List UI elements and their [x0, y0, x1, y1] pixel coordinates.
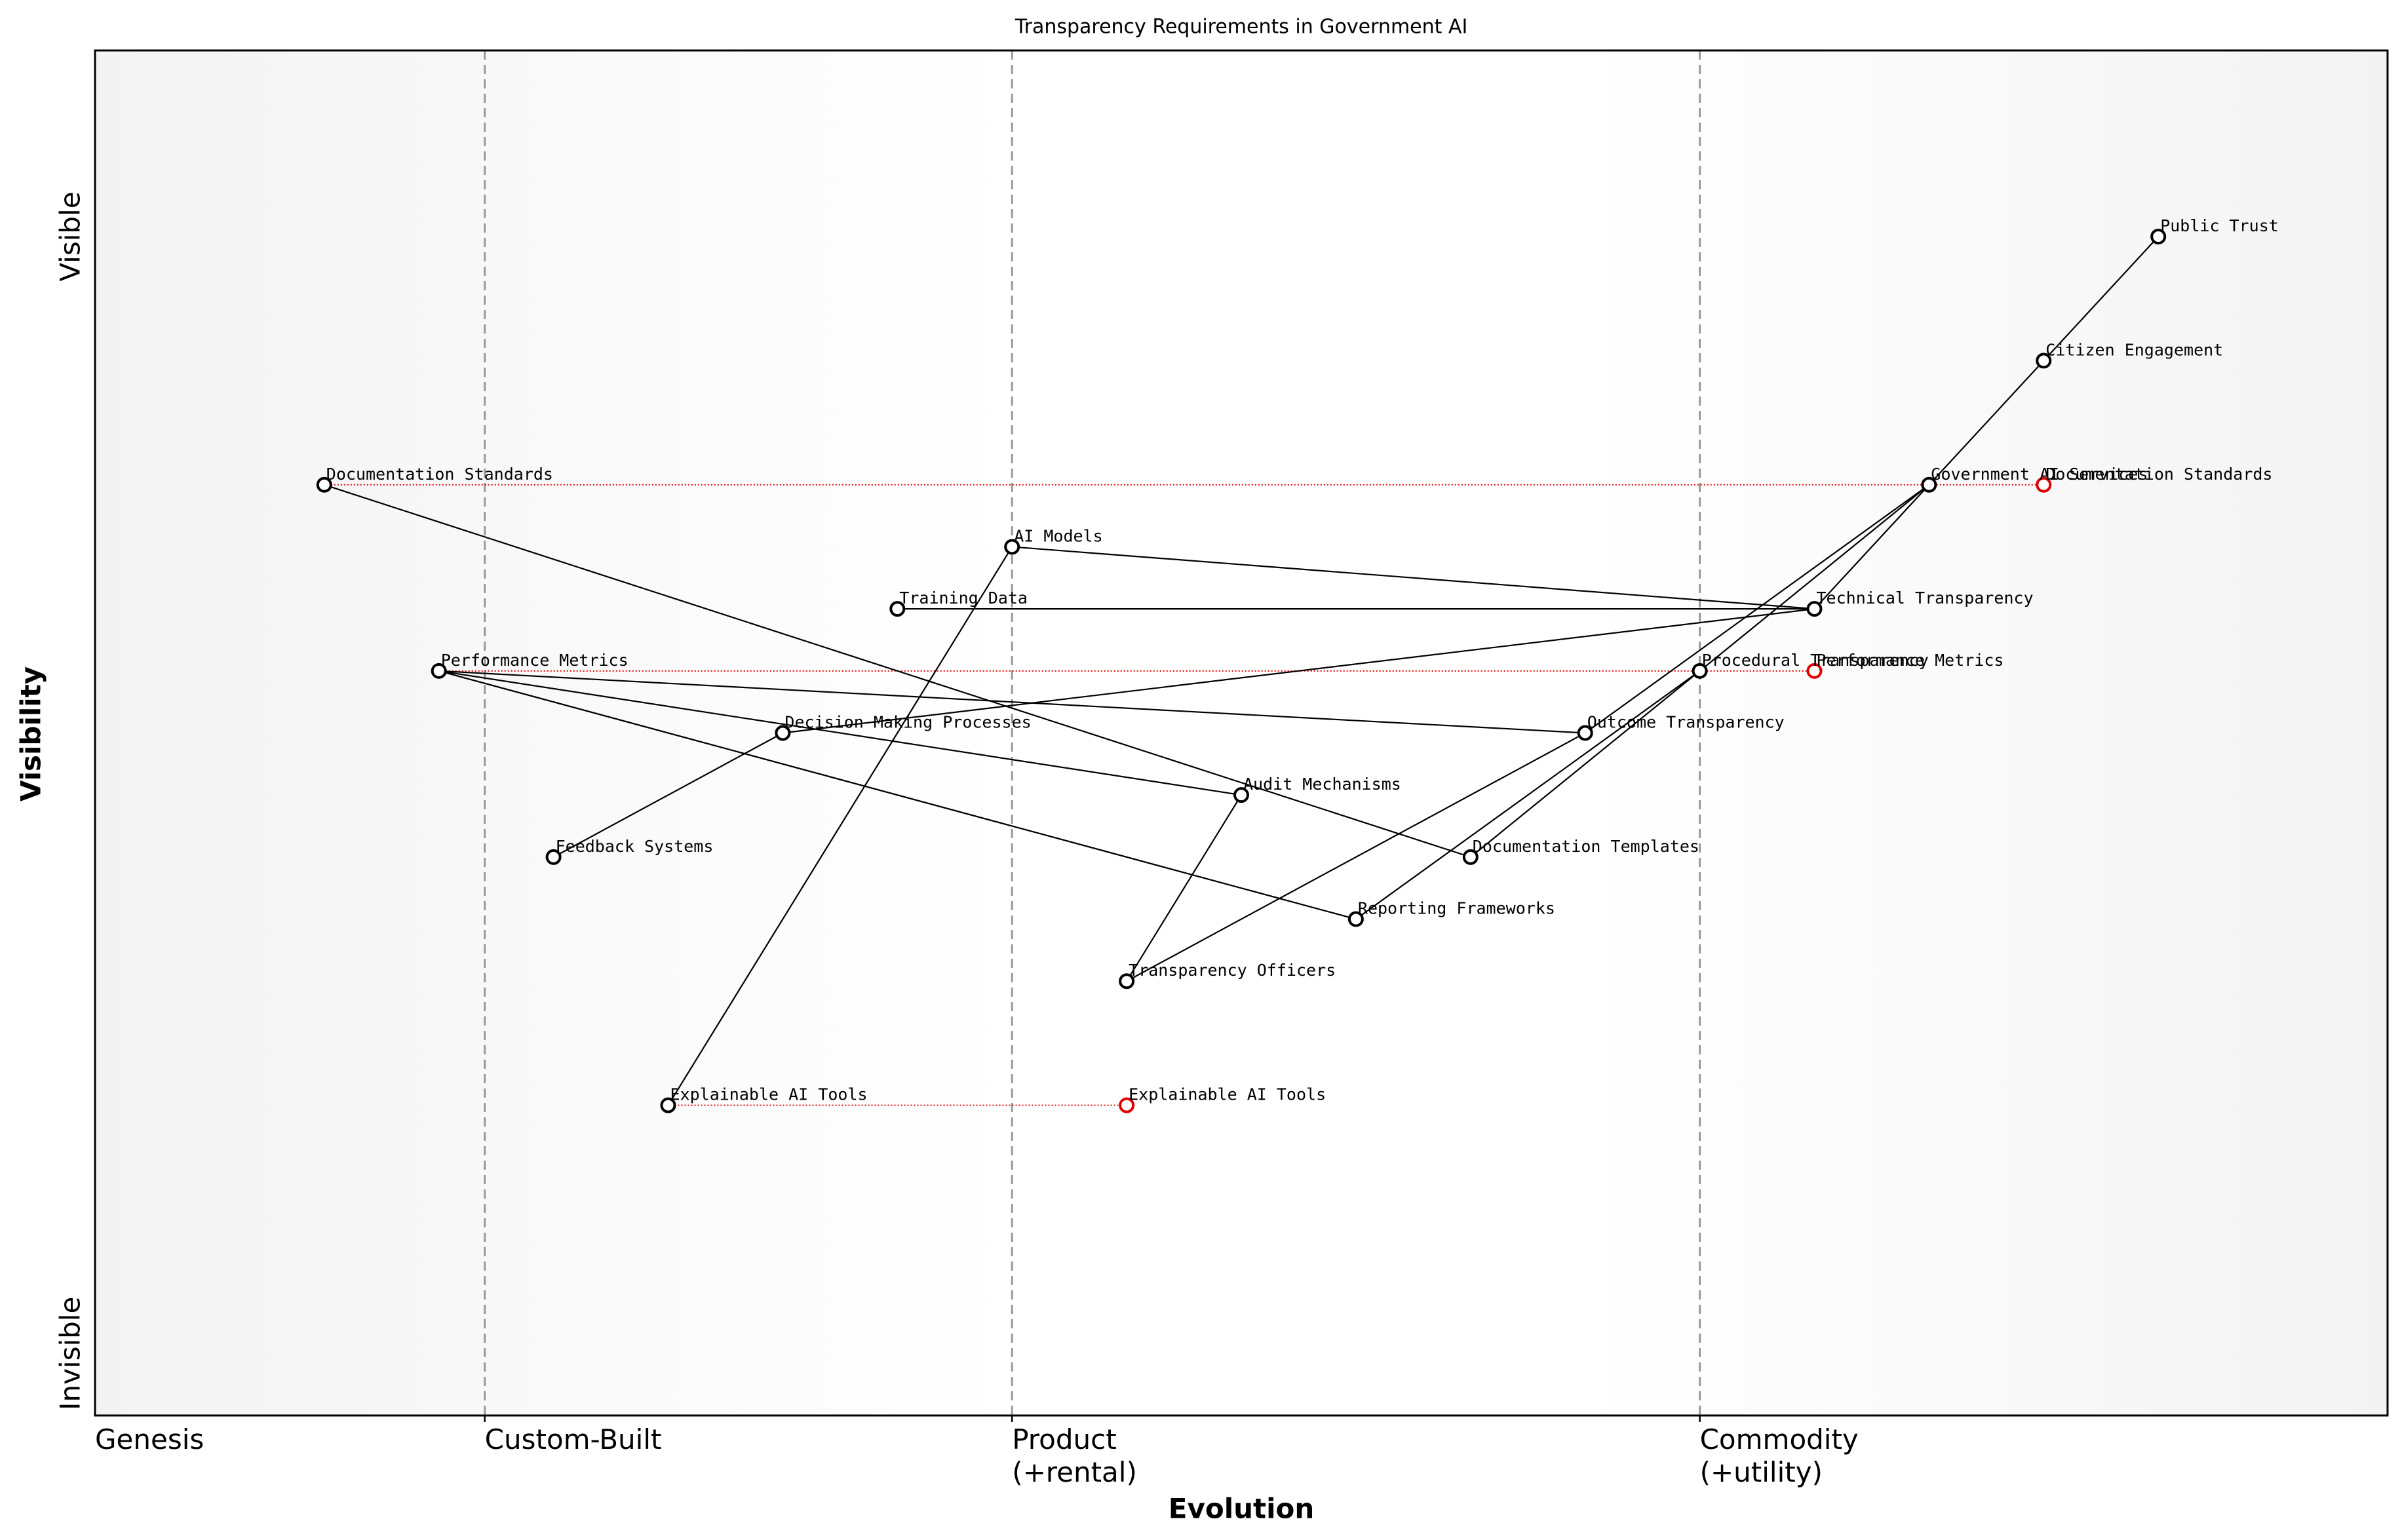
plot-frame	[94, 49, 2389, 1417]
evolved-node-label: Documentation Standards	[2045, 465, 2272, 484]
dependency-link	[1813, 484, 1930, 609]
component-node	[1692, 663, 1708, 679]
dependency-link	[667, 546, 1013, 1106]
evolved-node	[2036, 476, 2052, 493]
component-label: Documentation Standards	[326, 465, 553, 484]
component-label: Training Data	[899, 588, 1028, 607]
component-label: Documentation Templates	[1473, 837, 1699, 856]
evolved-node	[1806, 663, 1823, 679]
dependency-link	[438, 670, 1357, 920]
dependency-link	[1470, 670, 1701, 858]
dependency-link	[553, 732, 783, 858]
x-tick-label: Commodity (+utility)	[1699, 1423, 1859, 1488]
component-node	[660, 1097, 676, 1113]
component-node	[889, 601, 906, 617]
chart-title: Transparency Requirements in Government …	[1015, 16, 1468, 39]
component-label: AI Models	[1014, 526, 1102, 545]
component-label: Procedural Transparency	[1702, 651, 1929, 670]
component-node	[1577, 725, 1593, 741]
component-node	[545, 849, 562, 865]
component-node	[1004, 539, 1020, 555]
component-node	[1233, 787, 1249, 803]
component-label: Transparency Officers	[1129, 961, 1336, 980]
evolved-node-label: Explainable AI Tools	[1129, 1085, 1326, 1104]
component-label: Feedback Systems	[556, 837, 714, 856]
x-tick-label: Product (+rental)	[1012, 1423, 1137, 1488]
component-label: Outcome Transparency	[1587, 713, 1785, 732]
component-label: Citizen Engagement	[2045, 340, 2223, 359]
dependency-link	[1012, 546, 1815, 610]
component-label: Public Trust	[2160, 216, 2279, 235]
x-tick-label: Genesis	[95, 1423, 204, 1455]
evolved-node-label: Performance Metrics	[1817, 651, 2004, 670]
component-node	[431, 663, 447, 679]
y-tick-label: Visible	[54, 191, 87, 281]
component-label: Government AI Services	[1931, 465, 2148, 484]
dependency-link	[1699, 484, 1930, 672]
dependency-link	[2043, 236, 2159, 362]
x-axis-label: Evolution	[1169, 1493, 1314, 1525]
dependency-link	[324, 484, 1471, 858]
component-node	[1119, 973, 1135, 990]
y-tick-label: Invisible	[54, 1297, 87, 1410]
evolved-node	[1119, 1097, 1135, 1113]
component-node	[2150, 229, 2167, 245]
dependency-link	[1928, 360, 2045, 486]
dependency-link	[1126, 732, 1586, 982]
dependency-link	[438, 670, 1585, 734]
component-node	[1347, 911, 1364, 927]
component-node	[1462, 849, 1479, 865]
plot-background	[95, 50, 2388, 1415]
component-node	[775, 725, 791, 741]
component-label: Performance Metrics	[441, 651, 629, 670]
component-node	[2036, 353, 2052, 369]
component-label: Audit Mechanisms	[1243, 775, 1401, 794]
component-node	[316, 476, 332, 493]
dependency-link	[1126, 794, 1242, 982]
dependency-link	[1355, 670, 1701, 920]
component-label: Explainable AI Tools	[670, 1085, 868, 1104]
dependency-link	[783, 608, 1815, 734]
y-axis-label: Visibility	[15, 666, 47, 801]
component-label: Decision Making Processes	[784, 713, 1031, 732]
component-node	[1921, 476, 1937, 493]
x-tick-label: Custom-Built	[484, 1423, 662, 1455]
dependency-link	[438, 670, 1242, 796]
component-label: Technical Transparency	[1817, 588, 2034, 607]
component-label: Reporting Frameworks	[1358, 899, 1555, 918]
component-node	[1806, 601, 1823, 617]
